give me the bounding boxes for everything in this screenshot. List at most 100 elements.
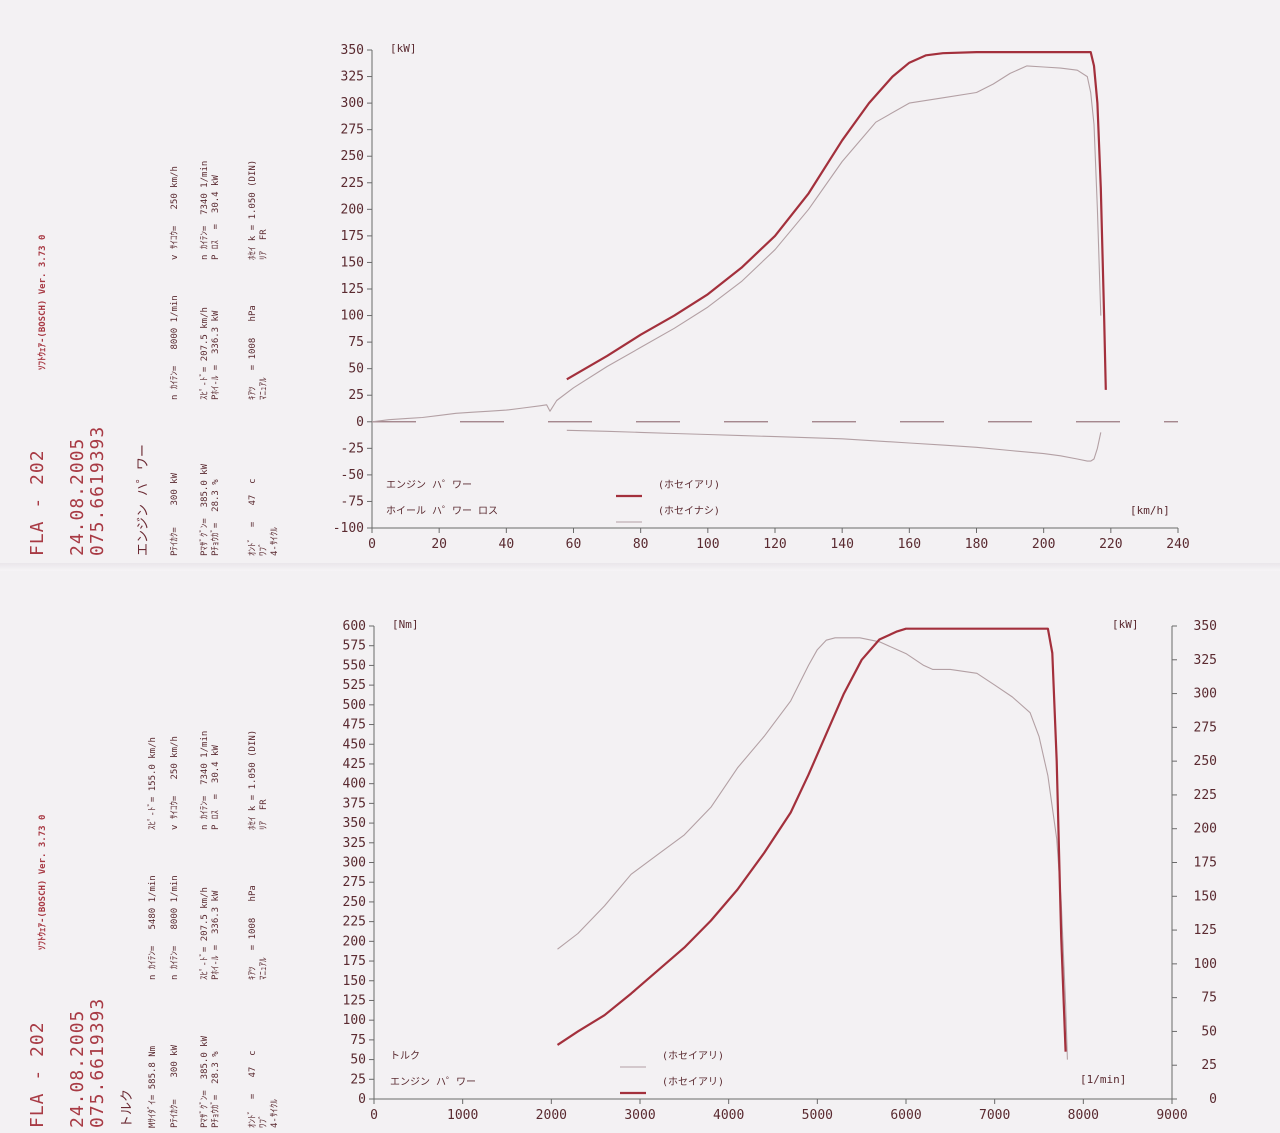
x-tick-label: 4000 (713, 1108, 744, 1123)
legend-suffix: (ホセイアリ) (662, 1076, 724, 1088)
y-tick-label: 550 (343, 658, 366, 673)
y-tick-label: 25 (350, 1072, 366, 1087)
y-tick-label: -75 (341, 494, 364, 509)
y2-unit-label: [kW] (1112, 618, 1139, 631)
y-tick-label: 200 (341, 202, 364, 217)
x-tick-label: 200 (1032, 537, 1055, 552)
y-tick-label: 425 (343, 757, 366, 772)
y-tick-label: 100 (343, 1013, 366, 1028)
y-tick-label: 350 (341, 43, 364, 58)
y-tick-label: -50 (341, 468, 364, 483)
y2-tick-label: 150 (1194, 889, 1217, 904)
y2-tick-label: 25 (1201, 1058, 1217, 1073)
sheet-divider (0, 563, 1280, 571)
y2-tick-label: 225 (1194, 788, 1217, 803)
y-tick-label: 250 (341, 149, 364, 164)
power-speed-chart: 0 20 40 60 80 100 120 140 160 180 200 220 240 -100 -75… (333, 42, 1190, 552)
x-tick-label: 1000 (447, 1108, 478, 1123)
x-tick-label: 240 (1166, 537, 1189, 552)
y-tick-label: 525 (343, 678, 366, 693)
series-line (371, 65, 1102, 423)
x-tick-label: 100 (696, 537, 719, 552)
y-tick-label: 275 (341, 123, 364, 138)
y-tick-label: -25 (341, 441, 364, 456)
y-tick-label: 175 (343, 954, 366, 969)
y-tick-label: 0 (356, 415, 364, 430)
legend-label: エンジン ハ゜ワー (386, 479, 472, 491)
x-tick-label: 7000 (979, 1108, 1010, 1123)
x-tick-label: 140 (830, 537, 853, 552)
legend-label: ホイール ハ゜ワー ロス (386, 505, 498, 517)
x-tick-label: 9000 (1156, 1108, 1187, 1123)
y-tick-label: 250 (343, 895, 366, 910)
y-tick-label: 0 (358, 1092, 366, 1107)
y2-tick-label: 200 (1194, 822, 1217, 837)
series-line (556, 627, 1067, 1052)
x-tick-label: 160 (898, 537, 921, 552)
y-tick-label: 300 (343, 856, 366, 871)
y-tick-label: 25 (348, 388, 364, 403)
y2-tick-label: 250 (1194, 754, 1217, 769)
x-tick-label: 0 (370, 1108, 378, 1123)
y-tick-label: 225 (341, 176, 364, 191)
y2-tick-label: 325 (1194, 653, 1217, 668)
y-tick-label: 125 (343, 993, 366, 1008)
y2-tick-label: 175 (1194, 856, 1217, 871)
x-tick-label: 60 (566, 537, 582, 552)
y2-tick-label: 75 (1201, 991, 1217, 1006)
y-tick-label: 50 (350, 1053, 366, 1068)
torque-rpm-chart: 0 1000 2000 3000 4000 5000 6000 7000 8000 9000025… (343, 618, 1217, 1123)
series-line (566, 50, 1107, 390)
y-tick-label: 275 (343, 875, 366, 890)
legend-label: エンジン ハ゜ワー (390, 1076, 476, 1088)
y-tick-label: 350 (343, 816, 366, 831)
y2-tick-label: 0 (1209, 1092, 1217, 1107)
y2-tick-label: 125 (1194, 923, 1217, 938)
y2-tick-label: 100 (1194, 957, 1217, 972)
y-unit-label: [Nm] (392, 618, 419, 631)
y-tick-label: 75 (348, 335, 364, 350)
y-tick-label: 100 (341, 309, 364, 324)
y-tick-label: 375 (343, 796, 366, 811)
y-tick-label: 450 (343, 737, 366, 752)
y-tick-label: 200 (343, 934, 366, 949)
x-tick-label: 180 (965, 537, 988, 552)
y-tick-label: 75 (350, 1033, 366, 1048)
y2-tick-label: 275 (1194, 720, 1217, 735)
y-tick-label: 50 (348, 362, 364, 377)
y-tick-label: 575 (343, 639, 366, 654)
y-tick-label: 400 (343, 777, 366, 792)
y-tick-label: 125 (341, 282, 364, 297)
x-tick-label: 120 (763, 537, 786, 552)
y-tick-label: 150 (341, 255, 364, 270)
y-tick-label: 475 (343, 718, 366, 733)
legend-label: トルク (390, 1050, 420, 1062)
y2-tick-label: 350 (1194, 619, 1217, 634)
legend-suffix: (ホセイアリ) (662, 1050, 724, 1062)
y2-tick-label: 50 (1201, 1024, 1217, 1039)
y-tick-label: 300 (341, 96, 364, 111)
y-tick-label: 500 (343, 698, 366, 713)
x-tick-label: 8000 (1068, 1108, 1099, 1123)
y-tick-label: -100 (333, 521, 364, 536)
y-tick-label: 150 (343, 974, 366, 989)
legend-suffix: (ホセイナシ) (658, 505, 720, 517)
x-tick-label: 220 (1099, 537, 1122, 552)
x-unit-label: [km/h] (1130, 504, 1170, 517)
x-tick-label: 20 (431, 537, 447, 552)
y-tick-label: 325 (343, 836, 366, 851)
x-tick-label: 6000 (890, 1108, 921, 1123)
x-tick-label: 3000 (624, 1108, 655, 1123)
series-line (566, 429, 1102, 462)
x-tick-label: 5000 (802, 1108, 833, 1123)
x-tick-label: 0 (368, 537, 376, 552)
y-tick-label: 225 (343, 915, 366, 930)
x-tick-label: 2000 (536, 1108, 567, 1123)
y2-tick-label: 300 (1194, 687, 1217, 702)
legend-suffix: (ホセイアリ) (658, 479, 720, 491)
y-tick-label: 325 (341, 70, 364, 85)
x-unit-label: [1/min] (1080, 1073, 1126, 1086)
x-tick-label: 40 (499, 537, 515, 552)
y-unit-label: [kW] (390, 42, 417, 55)
